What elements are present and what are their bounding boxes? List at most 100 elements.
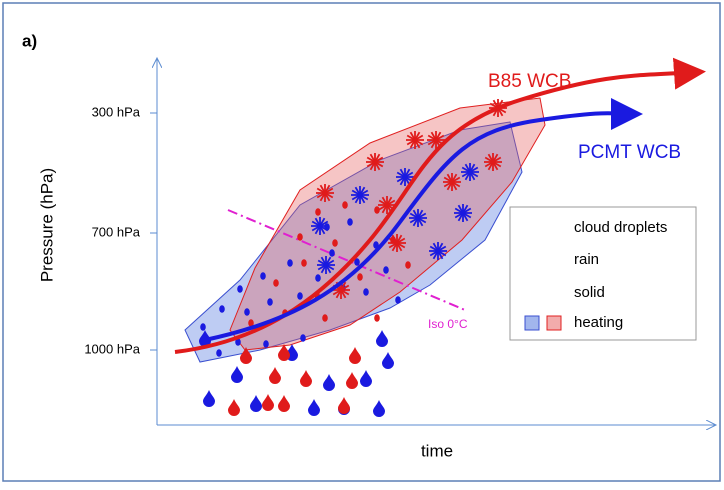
snowflake-arm [484,156,502,168]
snowflake-arm [378,199,396,211]
snowflake-arm [396,171,414,183]
droplet [297,233,303,241]
droplet [237,285,243,293]
raindrop [231,366,243,383]
droplet [357,273,363,281]
raindrop [349,347,361,364]
snowflake-arm [454,207,472,219]
droplet [329,249,335,257]
droplet [342,201,348,209]
snowflake [396,168,414,186]
droplet [354,258,360,266]
droplet [405,261,411,269]
raindrop [269,367,281,384]
snowflake-arm [311,220,329,232]
raindrop [300,370,312,387]
pcmt-label: PCMT WCB [578,142,681,163]
droplet [395,296,401,304]
raindrop [240,347,252,364]
raindrop [382,352,394,369]
snowflake-arm [427,134,445,146]
snowflake-arm [443,176,461,188]
droplet [263,340,269,348]
snowflake [388,234,406,252]
snowflake [429,242,447,260]
legend-label: rain [574,251,599,268]
y-tick-label: 300 hPa [92,104,141,119]
snowflake [454,204,472,222]
droplet [383,266,389,274]
raindrop [203,390,215,407]
droplet [235,338,241,346]
droplet [273,279,279,287]
raindrop [373,400,385,417]
droplet [322,314,328,322]
raindrop [228,399,240,416]
droplet [297,292,303,300]
snowflake-arm [317,259,335,271]
raindrop [308,399,320,416]
panel-label: a) [22,31,37,50]
droplet [260,272,266,280]
snowflake-arm [316,187,334,199]
droplet [315,208,321,216]
droplet [363,288,369,296]
raindrop [376,330,388,347]
droplet [374,206,380,214]
snowflake [406,131,424,149]
snowflake [351,186,369,204]
droplet [216,349,222,357]
raindrop [250,395,262,412]
snowflake [316,184,334,202]
legend [509,206,697,341]
droplet [300,334,306,342]
legend-label: solid [574,284,605,301]
raindrop [278,344,290,361]
droplet [301,259,307,267]
legend-swatch [524,315,540,331]
legend-label: heating [574,314,623,331]
raindrop [346,372,358,389]
pcmt-curve [204,97,643,342]
snowflake-arm [409,212,427,224]
legend-label: cloud droplets [574,219,667,236]
snowflake-arm [366,156,384,168]
snowflake-arm [406,134,424,146]
raindrop [338,397,350,414]
y-tick-label: 700 hPa [92,224,141,239]
iso-line [227,209,466,311]
snowflake [317,256,335,274]
droplet [244,308,250,316]
snowflake [366,153,384,171]
droplet [315,274,321,282]
raindrop [278,395,290,412]
droplet [219,305,225,313]
snowflake-arm [332,284,350,296]
y-tick-label: 1000 hPa [84,341,140,356]
droplet [200,323,206,331]
droplet [374,314,380,322]
legend-swatch [546,315,562,331]
droplet [267,298,273,306]
snowflake [461,163,479,181]
droplet [287,259,293,267]
droplet [347,218,353,226]
raindrop [360,370,372,387]
snowflake [443,173,461,191]
snowflake-arm [429,245,447,257]
snowflake-arm [351,189,369,201]
snowflake-arm [388,237,406,249]
raindrop [323,374,335,391]
raindrop [262,394,274,411]
snowflake-arm [461,166,479,178]
droplet [332,239,338,247]
snowflake [311,217,329,235]
b85-label: B85 WCB [488,71,571,92]
droplet [248,319,254,327]
snowflake [409,209,427,227]
b85-heating [229,97,546,351]
y-axis-label: Pressure (hPa) [37,168,56,282]
snowflake [484,153,502,171]
